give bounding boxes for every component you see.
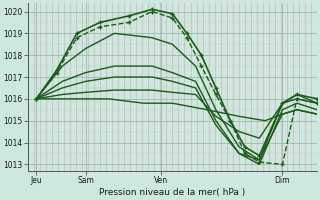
X-axis label: Pression niveau de la mer( hPa ): Pression niveau de la mer( hPa ) [99, 188, 245, 197]
